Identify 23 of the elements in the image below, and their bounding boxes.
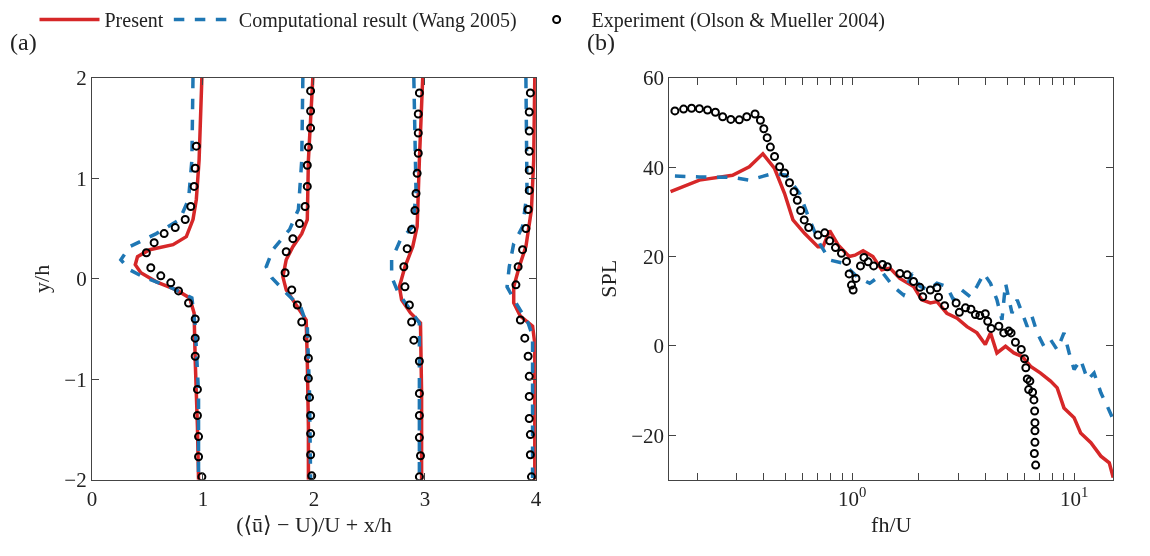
x-tick-label: 4 <box>530 487 542 512</box>
x-tick-label: 1 <box>197 487 209 512</box>
y-tick-label: −20 <box>631 423 664 448</box>
x-axis-title: (⟨ū⟩ − U)/U + x/h <box>236 512 392 538</box>
y-tick-label: −1 <box>64 367 87 392</box>
y-tick-label: 20 <box>643 244 664 269</box>
legend-label: Computational result (Wang 2005) <box>238 9 517 33</box>
y-tick-label: −2 <box>64 468 87 493</box>
x-tick-label: 2 <box>308 487 320 512</box>
y-tick-label: 0 <box>653 334 664 359</box>
legend-label: Present <box>104 9 164 32</box>
x-tick-label: 10$^{1}$ <box>1059 484 1089 512</box>
y-tick-label: 1 <box>76 166 87 191</box>
y-tick-label: 40 <box>643 155 664 180</box>
y-tick-label: 60 <box>643 66 664 91</box>
y-axis-title: y/h <box>29 264 55 293</box>
y-tick-label: 2 <box>76 66 87 91</box>
x-axis-title: fh/U <box>871 512 912 538</box>
y-tick-label: 0 <box>76 267 87 292</box>
y-axis-title: SPL <box>595 259 621 298</box>
chart-title: (a) <box>10 29 37 55</box>
x-tick-label: 10$^{0}$ <box>838 484 867 512</box>
x-tick-label: 3 <box>419 487 431 512</box>
